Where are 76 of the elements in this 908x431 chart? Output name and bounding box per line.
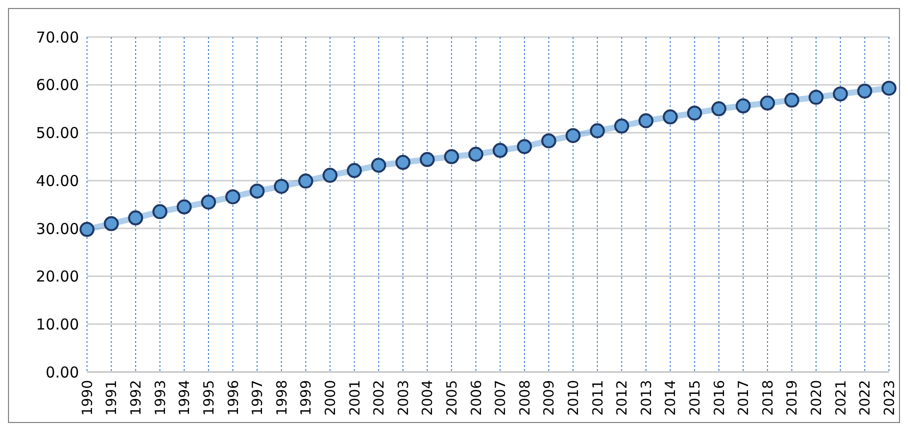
point: [274, 178, 289, 194]
point: [201, 194, 216, 210]
x-tick-label: 2013: [638, 380, 655, 416]
point: [346, 163, 362, 178]
x-tick-label: 2017: [736, 380, 752, 416]
point: [322, 168, 338, 183]
y-tick-label: 50.00: [36, 124, 79, 142]
point: [176, 199, 192, 214]
x-tick-label: 2019: [784, 380, 801, 416]
x-tick-label: 2002: [372, 380, 388, 416]
point: [857, 84, 872, 99]
x-tick-label: 1993: [152, 380, 169, 416]
point: [808, 90, 824, 105]
point: [566, 128, 581, 144]
y-tick-label: 10.00: [36, 315, 79, 334]
x-tick-label: 2018: [760, 380, 776, 416]
x-tick-label: 2011: [590, 380, 606, 416]
x-tick-label: 1990: [80, 380, 96, 416]
x-tick-label: 2014: [663, 380, 680, 416]
point: [395, 154, 410, 170]
x-tick-label: 1997: [250, 380, 266, 416]
point: [298, 174, 314, 189]
point: [736, 98, 751, 114]
x-tick-label: 2001: [347, 380, 364, 416]
x-tick-label: 2015: [688, 380, 704, 416]
point: [492, 142, 508, 158]
point: [444, 149, 460, 164]
point: [420, 152, 435, 168]
y-tick-label: 70.00: [36, 28, 79, 46]
point: [832, 86, 848, 102]
point: [760, 96, 775, 111]
point: [516, 139, 532, 154]
point: [468, 146, 484, 162]
x-tick-label: 2012: [614, 380, 631, 416]
point: [590, 123, 605, 138]
x-tick-label: 2005: [444, 380, 460, 416]
x-tick-label: 2020: [809, 380, 826, 416]
x-tick-label: 2016: [712, 380, 728, 416]
point: [104, 216, 119, 232]
x-tick-label: 2007: [493, 380, 510, 416]
x-tick-label: 2022: [858, 380, 874, 416]
point: [711, 101, 726, 116]
point: [152, 204, 168, 220]
point: [882, 80, 896, 96]
point: [784, 92, 800, 108]
x-tick-label: 2009: [542, 380, 558, 416]
point: [614, 118, 630, 134]
y-tick-label: 60.00: [36, 76, 79, 94]
x-tick-label: 2003: [396, 380, 412, 416]
x-tick-label: 1991: [104, 380, 120, 416]
y-tick-label: 0.00: [46, 363, 79, 382]
x-tick-label: 2000: [322, 380, 339, 416]
point: [371, 158, 386, 173]
x-tick-label: 1992: [128, 380, 145, 416]
point: [128, 210, 144, 226]
x-tick-label: 2023: [882, 380, 898, 416]
x-tick-label: 2008: [517, 380, 534, 416]
x-tick-label: 1995: [201, 380, 218, 416]
y-tick-label: 30.00: [36, 220, 79, 238]
x-tick-label: 2021: [833, 380, 850, 416]
point: [225, 189, 240, 204]
x-tick-label: 1998: [274, 380, 290, 416]
x-tick-label: 1996: [226, 380, 242, 416]
point: [250, 184, 265, 199]
point: [541, 133, 556, 148]
point: [662, 109, 678, 124]
x-tick-label: 2010: [566, 380, 582, 416]
x-tick-label: 1994: [177, 380, 194, 416]
point: [638, 113, 654, 128]
x-tick-label: 1999: [298, 380, 315, 416]
y-tick-label: 40.00: [36, 172, 79, 190]
x-tick-label: 2004: [420, 380, 436, 416]
point: [687, 106, 702, 121]
point: [80, 222, 94, 237]
x-tick-label: 2006: [468, 380, 485, 416]
y-tick-label: 20.00: [36, 268, 79, 286]
